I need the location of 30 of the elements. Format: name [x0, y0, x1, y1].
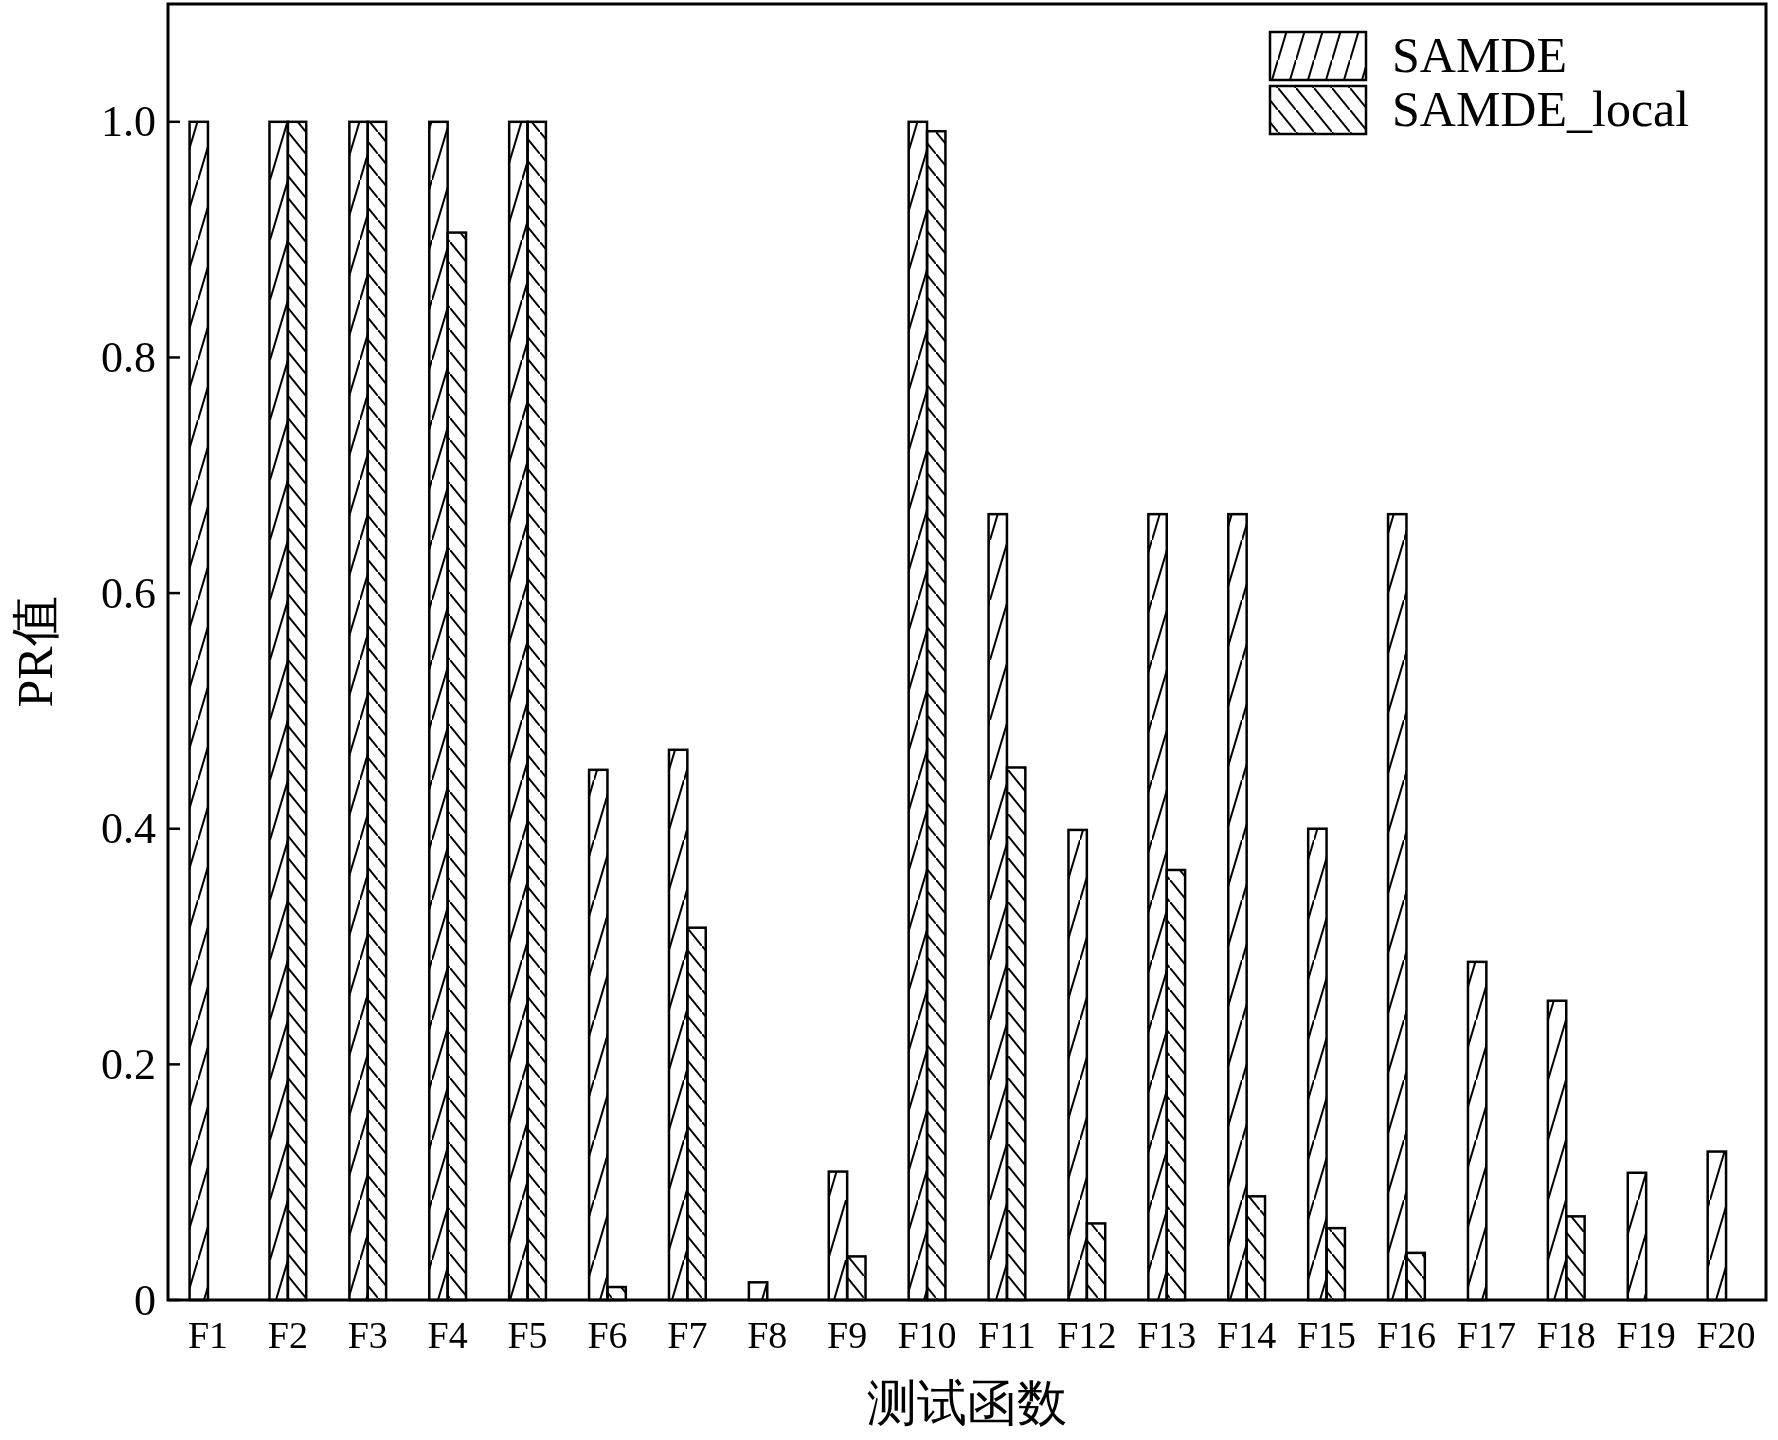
x-tick-label: F19	[1616, 1314, 1676, 1356]
y-tick-label: 0.4	[101, 804, 156, 854]
legend-label: SAMDE_local	[1392, 81, 1690, 137]
x-tick-label: F5	[507, 1314, 548, 1356]
x-tick-label: F14	[1217, 1314, 1277, 1356]
x-tick-label: F7	[667, 1314, 708, 1356]
x-tick-label: F15	[1296, 1314, 1357, 1356]
x-tick-label: F12	[1057, 1314, 1117, 1356]
x-tick-label: F10	[897, 1314, 957, 1356]
y-axis-title: PR值	[7, 596, 63, 708]
x-tick-label: F18	[1536, 1314, 1596, 1356]
x-tick-label: F2	[267, 1314, 308, 1356]
x-tick-label: F4	[427, 1314, 468, 1356]
x-tick-label: F20	[1696, 1314, 1756, 1356]
y-tick-label: 0.8	[101, 332, 156, 382]
y-tick-label: 0.2	[101, 1039, 156, 1089]
y-tick-label: 0.6	[101, 568, 156, 618]
x-tick-label: F6	[587, 1314, 628, 1356]
x-axis-title: 测试函数	[867, 1375, 1067, 1431]
y-tick-label: 0	[134, 1275, 156, 1325]
x-tick-label: F13	[1137, 1314, 1197, 1356]
x-tick-label: F17	[1456, 1314, 1516, 1356]
x-tick-label: F11	[978, 1314, 1036, 1356]
legend-label: SAMDE	[1392, 27, 1568, 83]
x-tick-label: F9	[827, 1314, 868, 1356]
y-tick-label: 1.0	[101, 97, 156, 147]
x-tick-label: F16	[1376, 1314, 1437, 1356]
x-tick-label: F1	[187, 1314, 229, 1356]
x-tick-label: F3	[347, 1314, 388, 1356]
x-tick-label: F8	[747, 1314, 788, 1356]
